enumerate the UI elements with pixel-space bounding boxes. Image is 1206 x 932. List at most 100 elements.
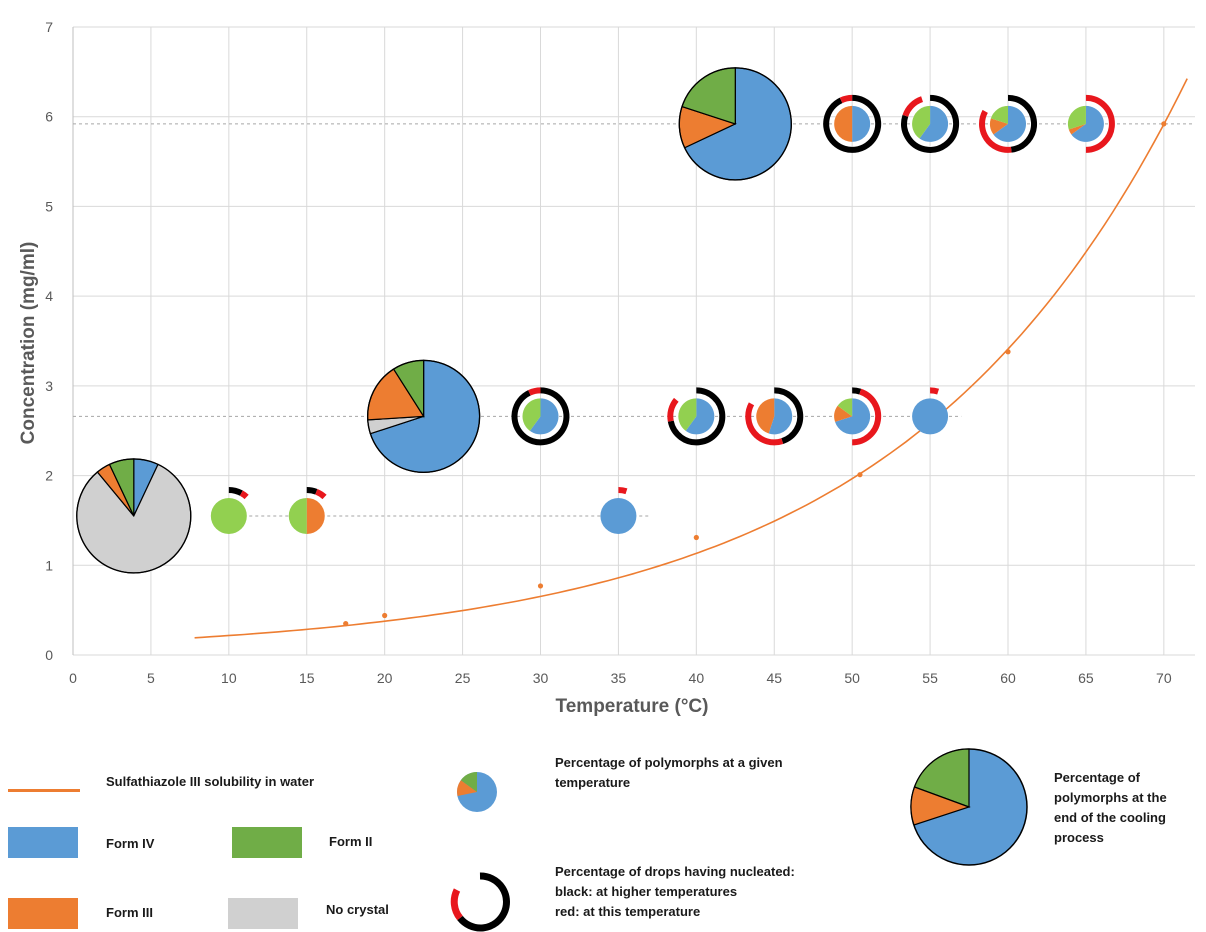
legend: Sulfathiazole III solubility in water Fo… — [0, 740, 1206, 932]
x-tick-label: 25 — [455, 670, 471, 686]
pie-outline — [366, 359, 481, 474]
nucleation-ring-this — [852, 388, 882, 446]
legend-form-ii-swatch — [232, 827, 302, 858]
legend-form-iii-swatch — [8, 898, 78, 929]
y-tick-label: 1 — [45, 557, 53, 573]
pie-slice-ii_light — [522, 398, 541, 431]
y-tick-label: 3 — [45, 378, 53, 394]
solubility-points — [343, 121, 1167, 627]
nucleation-ring-higher — [774, 387, 804, 444]
pie-slice-iii — [756, 398, 775, 434]
pie-slice-iv — [600, 497, 637, 534]
y-tick-label: 2 — [45, 468, 53, 484]
y-tick-label: 5 — [45, 198, 53, 214]
pie-slice-ii_light — [210, 497, 247, 534]
nucleation-ring-higher — [667, 387, 726, 446]
legend-solubility-label: Sulfathiazole III solubility in water — [106, 774, 315, 789]
legend-nucleation-line-2: black: at higher temperatures — [555, 884, 738, 899]
x-tick-label: 15 — [299, 670, 315, 686]
pie-outline — [76, 458, 192, 574]
temperature-polymorph-pie — [600, 486, 637, 534]
nucleation-ring-higher — [901, 94, 960, 153]
temperature-polymorph-pie — [1067, 94, 1115, 153]
polymorph-pies — [76, 67, 1115, 574]
temperature-polymorph-pie — [834, 387, 882, 446]
nucleation-ring-this — [315, 488, 327, 500]
legend-form-iv-label: Form IV — [106, 836, 155, 851]
temperature-polymorph-pie — [979, 94, 1038, 153]
solubility-curve — [194, 78, 1188, 639]
y-axis-title: Concentration (mg/ml) — [18, 242, 39, 445]
nucleation-ring-higher — [1007, 94, 1038, 153]
pie-slice-ii_light — [678, 398, 697, 431]
temperature-polymorph-pie — [901, 94, 960, 153]
pie-slice-iv — [919, 105, 949, 142]
nucleation-ring-this — [528, 387, 541, 396]
x-tick-label: 60 — [1000, 670, 1016, 686]
solubility-point — [382, 612, 388, 619]
legend-no-crystal-label: No crystal — [326, 902, 389, 917]
final-polymorph-pie — [366, 359, 481, 474]
pie-slice-ii_light — [1067, 105, 1086, 130]
pie-slice-iv — [835, 398, 871, 435]
x-tick-label: 10 — [221, 670, 237, 686]
pie-slice-iv — [1071, 105, 1104, 142]
pie-slice-ii_light — [912, 105, 931, 139]
legend-large-pie-icon — [910, 748, 1028, 866]
pie-slice-iii — [834, 405, 853, 422]
nucleation-ring-this — [979, 109, 1012, 153]
pie-slice-iv — [993, 105, 1027, 142]
legend-pie-final-label: Percentage of polymorphs at the end of t… — [1054, 770, 1167, 845]
pie-slice-iii — [1068, 123, 1086, 135]
final-polymorph-pie — [678, 67, 792, 181]
reference-lines — [73, 123, 1195, 517]
x-tick-label: 55 — [922, 670, 938, 686]
x-tick-label: 5 — [147, 670, 155, 686]
nucleation-ring-this — [618, 486, 628, 495]
x-tick-label: 65 — [1078, 670, 1094, 686]
x-tick-label: 40 — [689, 670, 705, 686]
temperature-polymorph-pie — [288, 486, 327, 534]
nucleation-ring-this — [929, 387, 940, 395]
nucleation-ring-this — [1085, 94, 1115, 153]
nucleation-ring-higher — [511, 387, 570, 446]
solubility-fit-line — [194, 78, 1188, 639]
legend-nucleation-line-1: Percentage of drops having nucleated: — [555, 864, 795, 879]
pie-slice-ii_light — [288, 497, 307, 534]
pie-slice-ii_light — [837, 398, 853, 417]
solubility-point — [343, 621, 349, 627]
solubility-point — [1161, 121, 1167, 127]
x-tick-label: 70 — [1156, 670, 1172, 686]
legend-form-iii-label: Form III — [106, 905, 153, 920]
nucleation-ring-this — [839, 94, 853, 104]
nucleation-ring-this — [745, 402, 784, 446]
temperature-polymorph-pie — [667, 387, 726, 446]
pie-slice-iv — [852, 105, 871, 142]
temperature-polymorph-pie — [210, 486, 249, 534]
pie-slice-iv — [529, 398, 559, 435]
y-tick-label: 0 — [45, 647, 53, 663]
pie-slice-iii — [990, 118, 1008, 135]
nucleation-ring-this — [667, 397, 679, 422]
temperature-polymorph-pie — [511, 387, 570, 446]
x-tick-label: 35 — [611, 670, 627, 686]
legend-nucleation-line-3: red: at this temperature — [555, 904, 701, 919]
legend-pie-temp-label: Percentage of polymorphs at a given temp… — [555, 755, 783, 790]
x-tick-label: 30 — [533, 670, 549, 686]
x-tick-label: 50 — [844, 670, 860, 686]
nucleation-ring-higher — [306, 486, 318, 495]
x-axis-title: Temperature (°C) — [556, 696, 709, 717]
grid-lines — [72, 26, 1195, 656]
nucleation-ring-higher — [823, 94, 882, 153]
legend-form-ii-label: Form II — [329, 834, 373, 849]
x-tick-label: 0 — [69, 670, 77, 686]
pie-slice-iv — [912, 398, 949, 435]
legend-no-crystal-swatch — [228, 898, 298, 929]
solubility-point — [857, 472, 863, 478]
x-tick-label: 20 — [377, 670, 393, 686]
y-tick-label: 6 — [45, 109, 53, 125]
legend-small-pie-icon — [457, 771, 497, 812]
y-tick-label: 4 — [45, 288, 53, 304]
